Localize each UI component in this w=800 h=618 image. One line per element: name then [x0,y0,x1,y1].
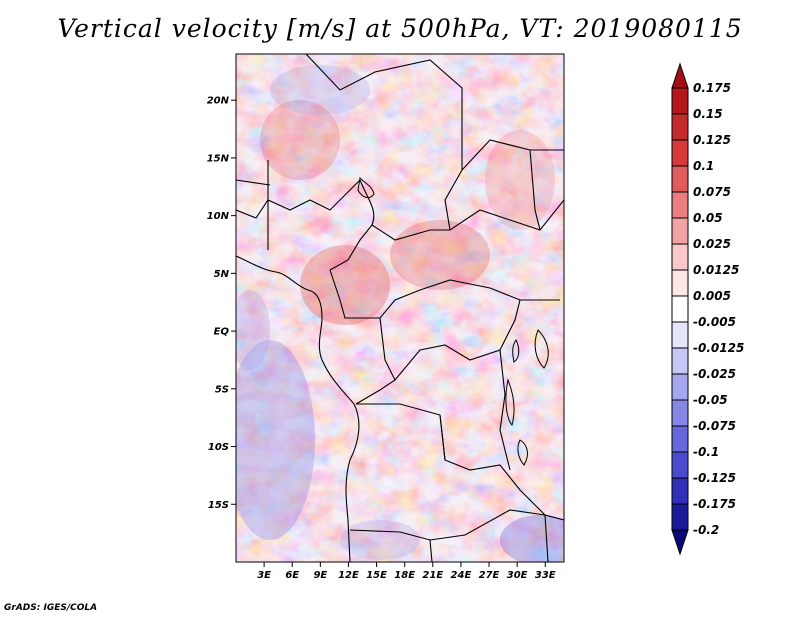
lon-label: 33E [535,570,556,581]
colorbar-label: 0.1 [693,159,714,173]
lat-label: EQ [214,327,230,338]
lat-label: 10N [207,211,230,222]
colorbar-segment [671,87,689,115]
colorbar-max-triangle [671,62,689,89]
lat-label: 15S [208,500,229,511]
colorbar-segment [671,373,689,401]
colorbar-segment [671,191,689,219]
colorbar-label: 0.175 [693,81,731,95]
lon-label: 12E [338,570,359,581]
country-borders [236,54,564,562]
lon-label: 24E [451,570,472,581]
lon-label: 27E [479,570,500,581]
colorbar-label: 0.15 [693,107,723,121]
lat-label: 20N [207,96,230,107]
colorbar-label: 0.05 [693,211,723,225]
colorbar-segment [671,321,689,349]
lon-label: 18E [394,570,415,581]
colorbar-min-triangle [671,529,689,556]
colorbar-segment [671,399,689,427]
map-frame [235,53,565,563]
colorbar-segment [671,347,689,375]
lon-label: 15E [366,570,387,581]
colorbar-label: 0.0125 [693,263,739,277]
lon-label: 9E [313,570,327,581]
lon-label: 30E [507,570,528,581]
colorbar-label: -0.125 [693,471,736,485]
colorbar-label: -0.175 [693,497,736,511]
grads-credit: GrADS: IGES/COLA [4,603,98,613]
colorbar-segment [671,425,689,453]
colorbar: 0.175 0.15 0.125 0.1 0.075 0.05 0.025 0.0125 0.0… [671,62,744,556]
colorbar-segment [671,165,689,193]
lon-label: 6E [285,570,299,581]
lon-label: 21E [422,570,443,581]
map-title: Vertical velocity [m/s] at 500hPa, VT: 2… [57,14,743,43]
colorbar-segment [671,269,689,297]
colorbar-label: 0.125 [693,133,731,147]
latitude-axis: 20N 15N 10N 5N EQ 5S 10S 15S [207,96,236,511]
colorbar-segment [671,139,689,167]
colorbar-label: 0.025 [693,237,731,251]
colorbar-segment [671,451,689,479]
colorbar-segment [671,243,689,271]
colorbar-segment [671,477,689,505]
lakes [357,176,549,466]
lat-label: 5N [214,269,230,280]
colorbar-segment [671,503,689,531]
colorbar-label: 0.075 [693,185,731,199]
colorbar-label: -0.2 [693,523,719,537]
colorbar-label: -0.0125 [693,341,744,355]
colorbar-label: 0.005 [693,289,731,303]
lat-label: 15N [207,153,230,164]
colorbar-label: -0.005 [693,315,736,329]
colorbar-label: -0.025 [693,367,736,381]
longitude-axis: 3E 6E 9E 12E 15E 18E 21E 24E 27E 30E 33E [257,562,556,581]
lat-label: 5S [215,384,229,395]
colorbar-segment [671,113,689,141]
vertical-velocity-field [236,54,564,562]
colorbar-label: -0.1 [693,445,719,459]
lon-label: 3E [257,570,271,581]
lat-label: 10S [208,442,229,453]
colorbar-label: -0.05 [693,393,728,407]
colorbar-label: -0.075 [693,419,736,433]
colorbar-segment [671,217,689,245]
colorbar-segment [671,295,689,323]
